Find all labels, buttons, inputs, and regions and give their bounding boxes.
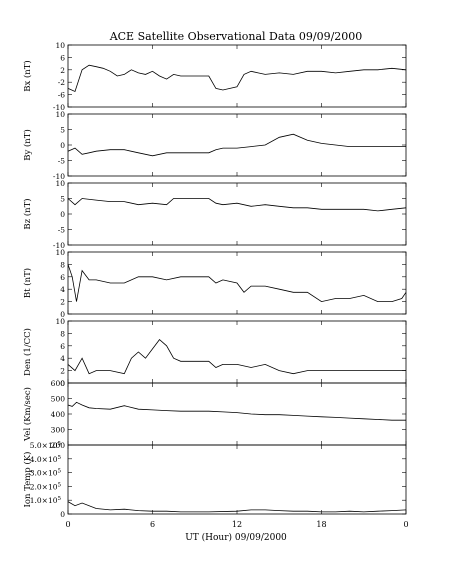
series-line [67,339,406,375]
panels: 10 6 2 -2 -6 -10 Bx (nT) 10 5 0 -5 -10 By (nT) 10 5 0 -5… [22,41,407,519]
y-tick-label: 4.0×105 [30,455,62,464]
y-tick-label: 8 [60,329,65,338]
y-tick-label: 10 [55,179,65,188]
series-line [67,501,407,513]
x-tick-label: 0 [65,520,70,529]
y-axis-label: Ion Temp (K) [22,452,33,508]
y-tick-label: -5 [58,157,66,166]
y-tick-label: 2 [60,298,65,307]
chart-title: ACE Satellite Observational Data 09/09/2… [109,30,363,43]
panel-frame [67,182,407,246]
y-axis-label: By (nT) [22,129,33,161]
y-tick-label: 3.0×105 [30,469,62,478]
y-tick-label: 5 [60,126,65,135]
y-tick-label: 2 [60,66,65,75]
y-tick-label: 0 [60,379,65,388]
y-axis-label: Vel (Km/sec) [22,387,33,442]
y-tick-label: 300 [51,426,66,435]
y-tick-label: 2 [60,367,65,376]
y-tick-label: -5 [58,226,66,235]
y-tick-label: -10 [53,103,65,112]
y-tick-label: 4 [60,354,65,363]
y-tick-label: 0 [60,141,65,150]
y-tick-label: 10 [55,110,65,119]
series-line [67,198,407,212]
series-line [67,401,406,421]
x-tick-label: 0 [403,520,408,529]
panel-frame [67,113,407,177]
panel-4: 10 8 6 4 2 0 Bt (nT) [22,248,407,319]
y-tick-label: 1.0×105 [30,496,62,505]
y-tick-label: 400 [51,410,66,419]
x-tick-label: 12 [232,520,242,529]
y-tick-label: 4 [60,285,65,294]
panel-6: 600 500 400 300 200 Vel (Km/sec) [22,379,407,450]
y-tick-label: 5 [60,195,65,204]
y-tick-label: 6 [60,342,65,351]
y-tick-label: 500 [51,395,66,404]
panel-1: 10 6 2 -2 -6 -10 Bx (nT) [22,41,407,112]
y-tick-label: -10 [53,172,65,181]
y-tick-label: 0 [60,210,65,219]
panel-2: 10 5 0 -5 -10 By (nT) [22,110,407,181]
series-line [67,133,406,157]
panel-5: 10 8 6 4 2 0 Den (1/CC) [22,317,407,388]
y-tick-label: 6 [60,273,65,282]
x-tick-label: 6 [150,520,155,529]
y-tick-label: 10 [55,41,65,50]
y-tick-label: 200 [51,441,66,450]
x-tick-labels: 0 6 12 18 0 [65,520,408,529]
y-tick-label: 10 [55,248,65,257]
series-line [67,264,407,303]
y-tick-label: 2.0×105 [30,482,62,491]
y-tick-label: 5.0×105 [30,441,62,450]
panel-frame [67,320,407,384]
x-axis-label: UT (Hour) 09/09/2000 [185,532,287,543]
panel-frame [67,444,407,515]
y-tick-label: 600 [51,379,66,388]
y-tick-label: 0 [60,510,65,519]
panel-3: 10 5 0 -5 -10 Bz (nT) [22,179,407,250]
y-tick-label: 8 [60,260,65,269]
series-line [67,64,407,93]
y-tick-label: -6 [58,91,66,100]
y-tick-label: 10 [55,317,65,326]
y-tick-label: 0 [60,310,65,319]
y-axis-label: Den (1/CC) [22,328,33,376]
y-tick-label: 6 [60,53,65,62]
panel-frame [67,382,407,446]
y-axis-label: Bt (nT) [22,268,33,298]
x-tick-label: 18 [316,520,326,529]
y-axis-label: Bz (nT) [22,198,33,229]
y-tick-label: -2 [58,78,66,87]
y-tick-label: -10 [53,241,65,250]
panel-7: 5.0×105 4.0×105 3.0×105 2.0×105 1.0×105 0 Ion … [22,441,407,519]
y-axis-label: Bx (nT) [22,60,33,92]
